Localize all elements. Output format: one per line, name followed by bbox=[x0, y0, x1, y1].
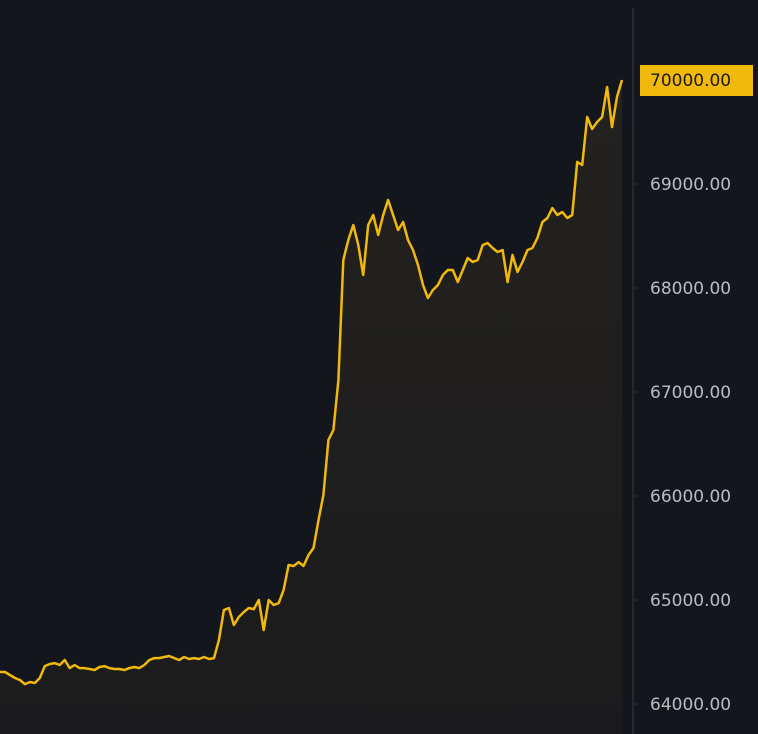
y-tick-label: 66000.00 bbox=[650, 487, 731, 507]
y-tick-label: 67000.00 bbox=[650, 383, 731, 403]
y-tick-label: 68000.00 bbox=[650, 279, 731, 299]
y-tick-label: 65000.00 bbox=[650, 591, 731, 611]
price-tag bbox=[640, 64, 753, 96]
price-line bbox=[0, 79, 624, 686]
y-tick-label: 69000.00 bbox=[650, 175, 731, 195]
y-tick-label: 64000.00 bbox=[650, 695, 731, 715]
area-fill bbox=[0, 80, 622, 734]
price-tag-label: 70000.00 bbox=[650, 71, 731, 91]
